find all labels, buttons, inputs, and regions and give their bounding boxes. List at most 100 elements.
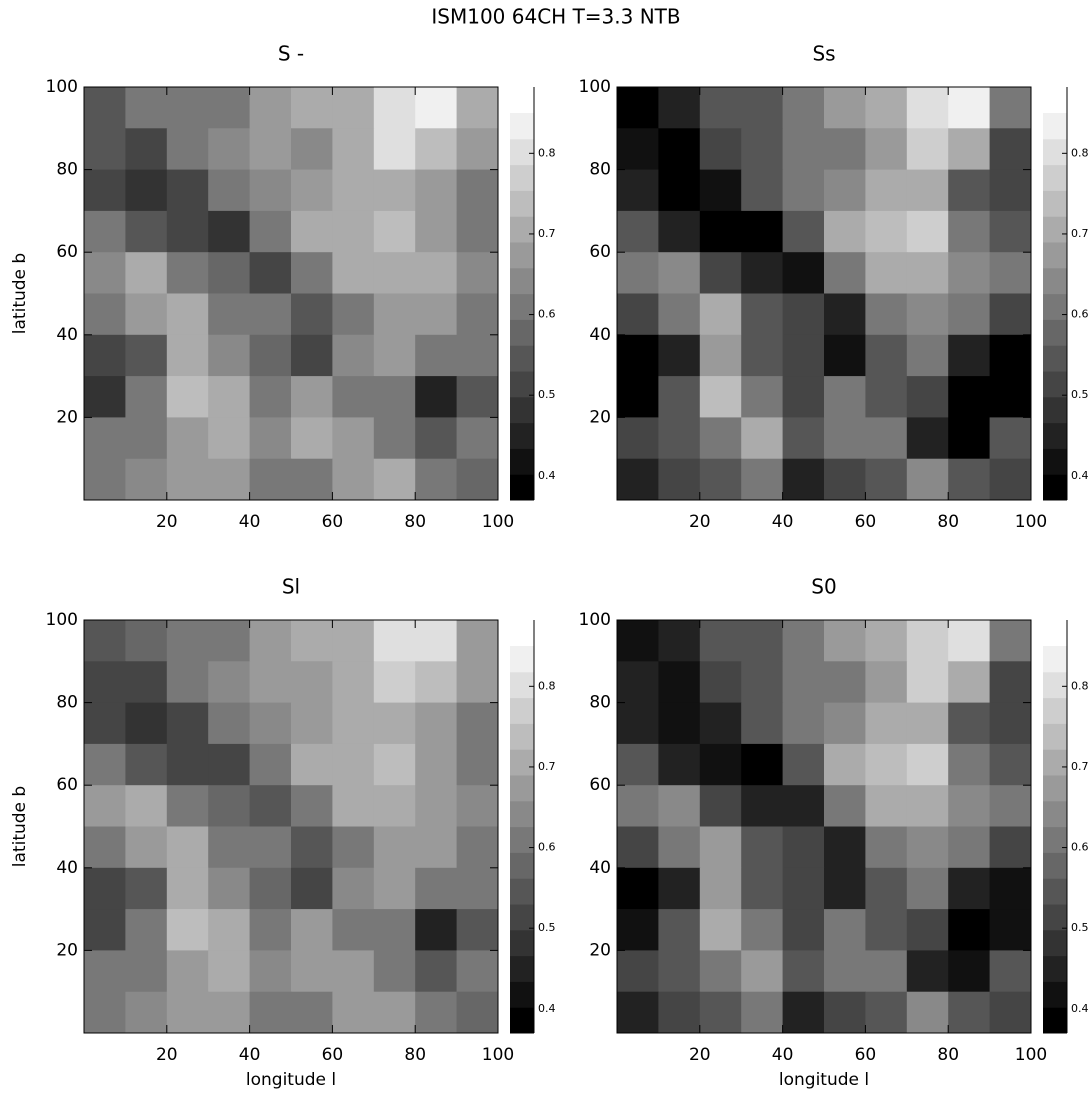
heat-cell — [415, 252, 458, 294]
heat-cell — [741, 458, 784, 501]
panel-title: S0 — [811, 575, 836, 599]
heat-cell — [291, 210, 333, 253]
heat-cell — [782, 128, 825, 171]
x-tick-label: 40 — [239, 1045, 261, 1065]
heat-cell — [658, 950, 701, 993]
heat-cell — [699, 785, 742, 827]
heat-cell — [291, 334, 333, 377]
heat-cell — [617, 867, 659, 910]
colorbar-step — [1043, 1007, 1067, 1034]
heat-cell — [824, 620, 866, 662]
heat-cell — [208, 785, 251, 827]
heat-cell — [125, 743, 168, 786]
heat-cell — [989, 620, 1032, 662]
heat-cell — [782, 661, 825, 704]
colorbar-step — [1043, 242, 1067, 269]
heat-cell — [84, 661, 126, 704]
heat-cell — [166, 702, 209, 745]
y-tick-label: 100 — [46, 610, 78, 630]
heat-cell — [741, 334, 784, 377]
heat-cell — [291, 785, 333, 827]
heat-cell — [699, 128, 742, 171]
heat-cell — [989, 991, 1032, 1034]
y-tick-label: 60 — [56, 242, 78, 262]
heat-cell — [415, 210, 458, 253]
colorbar-step — [1043, 646, 1067, 673]
heat-cell — [373, 950, 416, 993]
heat-cell — [291, 702, 333, 745]
heat-cell — [373, 620, 416, 662]
colorbar-step — [510, 1007, 534, 1034]
heat-cell — [948, 950, 991, 993]
x-tick-label: 20 — [689, 512, 711, 532]
heat-cell — [741, 417, 784, 460]
heat-cell — [824, 785, 866, 827]
heat-cell — [865, 169, 908, 212]
heat-cell — [948, 826, 991, 869]
heat-cell — [166, 867, 209, 910]
x-tick-label: 60 — [322, 1045, 344, 1065]
heat-cell — [617, 661, 659, 704]
heat-cell — [456, 252, 499, 294]
heat-cell — [125, 867, 168, 910]
colorbar-step — [1043, 422, 1067, 449]
heat-cell — [208, 702, 251, 745]
heat-cell — [249, 950, 292, 993]
colorbar-step — [1043, 671, 1067, 699]
heat-cell — [658, 743, 701, 786]
heat-cell — [332, 376, 375, 418]
heat-cell — [824, 169, 866, 212]
heat-cell — [824, 128, 866, 171]
heat-cell — [166, 417, 209, 460]
heat-cell — [373, 87, 416, 129]
colorbar-tick-label: 0.7 — [538, 227, 556, 240]
heat-cell — [415, 950, 458, 993]
heat-cell — [989, 950, 1032, 993]
heat-cell — [741, 87, 784, 129]
heat-cell — [865, 950, 908, 993]
heat-cell — [741, 785, 784, 827]
heat-cell — [782, 334, 825, 377]
heat-cell — [332, 128, 375, 171]
heat-cell — [948, 620, 991, 662]
y-tick-label: 80 — [589, 693, 611, 713]
colorbar-step — [1043, 371, 1067, 398]
colorbar-step — [1043, 396, 1067, 424]
y-axis-label: latitude b — [10, 786, 30, 867]
heat-cell — [456, 210, 499, 253]
heat-cell — [699, 909, 742, 951]
heat-cell — [658, 909, 701, 951]
x-tick-label: 20 — [689, 1045, 711, 1065]
heat-cell — [84, 458, 126, 501]
heat-cell — [989, 826, 1032, 869]
heat-cell — [617, 458, 659, 501]
heat-cell — [948, 210, 991, 253]
colorbar-step — [510, 242, 534, 269]
y-tick-label: 100 — [579, 610, 611, 630]
heat-cell — [989, 867, 1032, 910]
heat-cell — [166, 376, 209, 418]
heat-cell — [373, 909, 416, 951]
heat-cell — [456, 458, 499, 501]
heat-cell — [865, 210, 908, 253]
heat-cell — [617, 909, 659, 951]
heat-cell — [865, 417, 908, 460]
y-axis-label: latitude b — [10, 253, 30, 334]
heat-cell — [741, 661, 784, 704]
heat-cell — [456, 743, 499, 786]
heat-cell — [948, 661, 991, 704]
heat-cell — [291, 128, 333, 171]
heat-cell — [948, 458, 991, 501]
colorbar-step — [510, 981, 534, 1008]
heat-cell — [989, 169, 1032, 212]
colorbar-step — [510, 138, 534, 166]
heat-cell — [617, 334, 659, 377]
heat-cell — [741, 826, 784, 869]
colorbar-step — [510, 749, 534, 776]
heat-cell — [125, 128, 168, 171]
heat-cell — [989, 87, 1032, 129]
heat-cell — [125, 458, 168, 501]
x-tick-label: 60 — [855, 1045, 877, 1065]
colorbar-step — [1043, 826, 1067, 853]
heat-cell — [658, 867, 701, 910]
